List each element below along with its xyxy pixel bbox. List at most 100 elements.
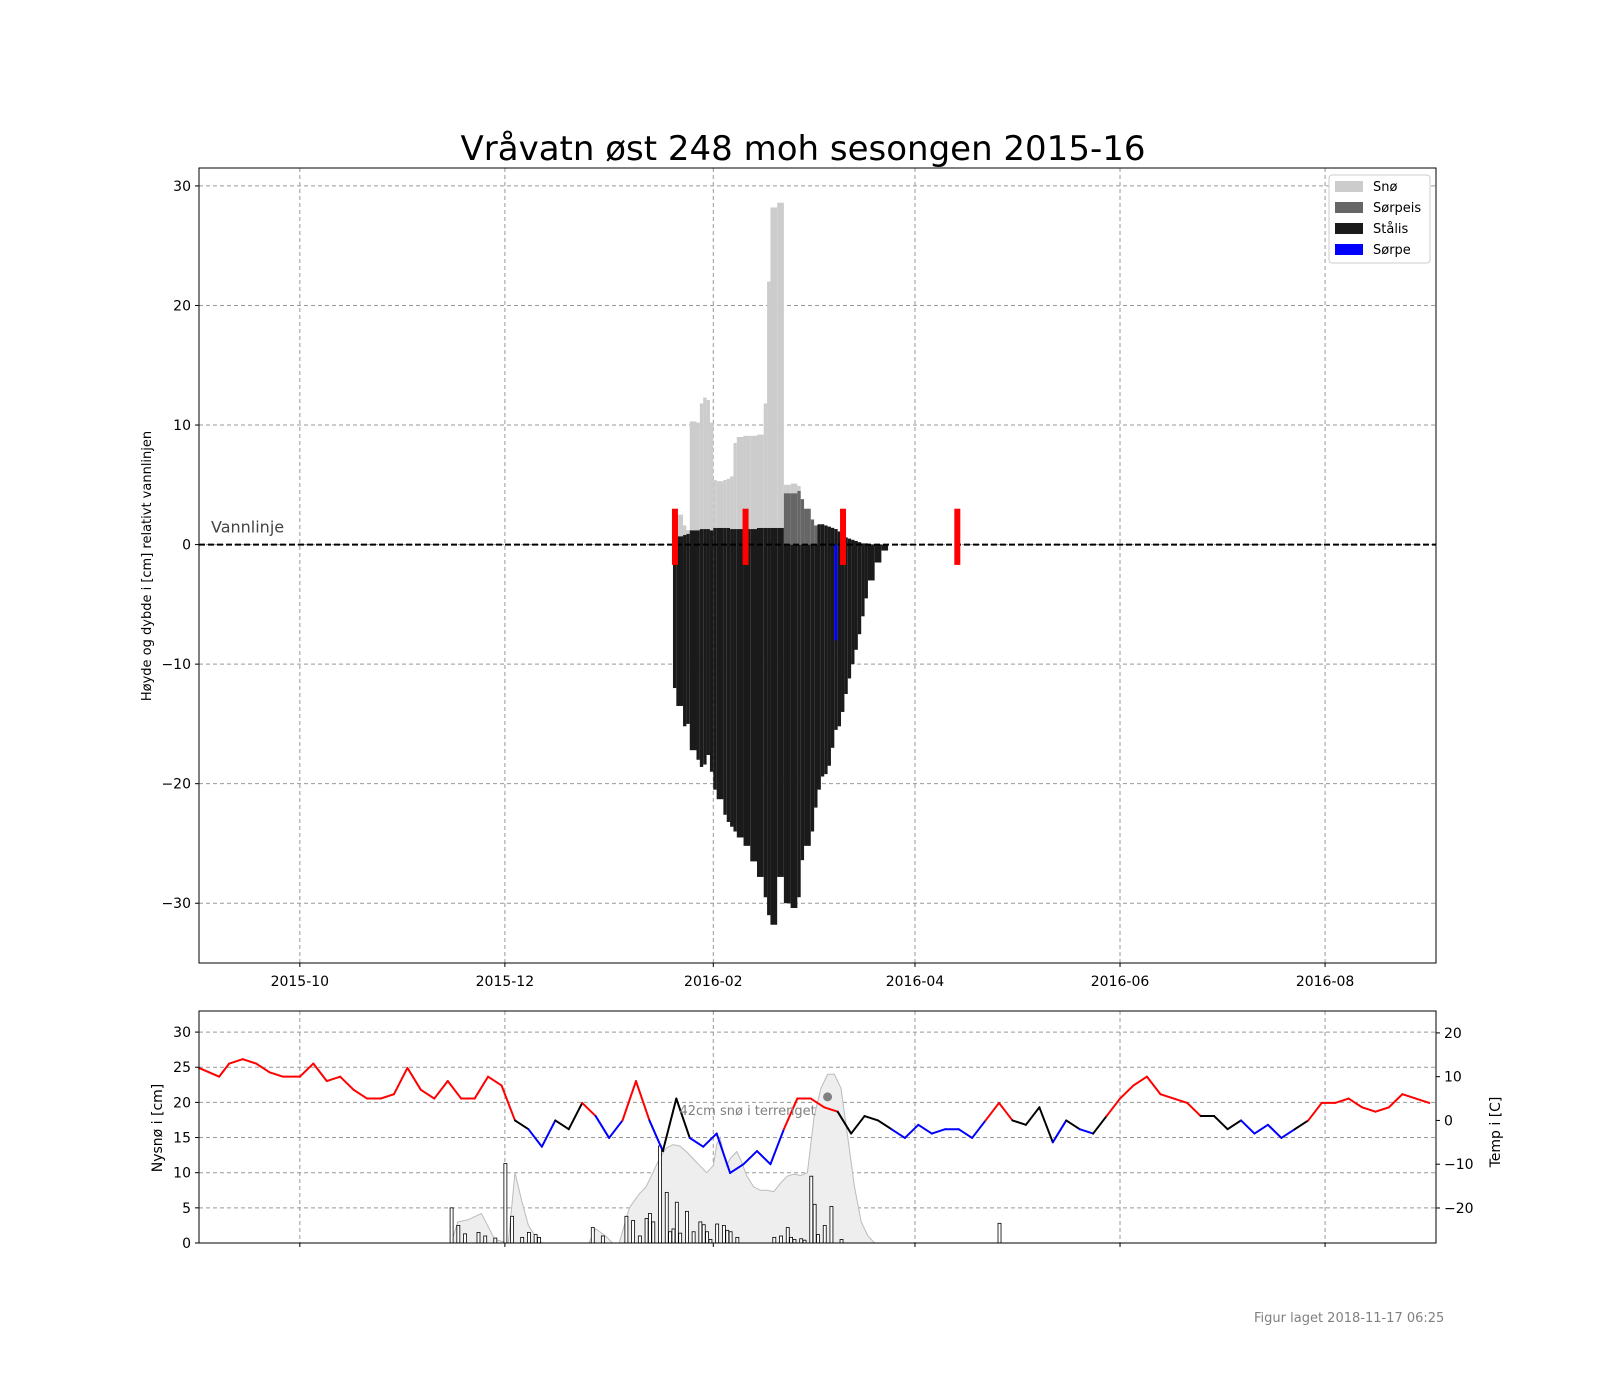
new-snow-bar [728, 1231, 733, 1244]
snow-bar [709, 422, 714, 531]
temperature-segment [1280, 1128, 1296, 1139]
temperature-segment [1172, 1097, 1189, 1104]
black-ice-bar [790, 544, 798, 909]
observation-marker [742, 508, 749, 565]
slush-bar [834, 544, 838, 641]
temperature-segment [675, 1097, 691, 1139]
new-snow-bar [624, 1215, 629, 1244]
slush-ice-bar [783, 493, 791, 545]
temperature-segment [1374, 1106, 1390, 1113]
temperature-segment [1065, 1119, 1081, 1131]
temperature-segment [890, 1128, 906, 1139]
snow-bar [703, 397, 707, 530]
new-snow-bar [533, 1234, 538, 1244]
new-snow-bar [671, 1228, 676, 1244]
new-snow-bar [721, 1225, 726, 1244]
y2-tick-label: 20 [1444, 1026, 1462, 1042]
black-ice-bar [844, 537, 848, 695]
legend-swatch-slush-ice [1335, 202, 1363, 213]
snow-bar [783, 484, 791, 494]
black-ice-bar [736, 529, 744, 838]
temperature-segment [809, 1097, 826, 1109]
black-ice-bar [797, 544, 801, 898]
legend-label: Sørpe [1373, 243, 1411, 258]
black-ice-bar [743, 529, 751, 846]
legend-label: Sørpeis [1373, 201, 1421, 216]
black-ice-bar [730, 529, 734, 827]
temperature-segment [406, 1066, 422, 1091]
temperature-segment [1145, 1075, 1162, 1096]
ice-profile-chart: 30 20 10 0 −10 −20 −30 2015-10 2015-12 2016-02 201… [140, 167, 1437, 990]
temperature-segment [241, 1058, 258, 1065]
figure-timestamp: Figur laget 2018-11-17 06:25 [1254, 1311, 1445, 1326]
snow-bar [770, 207, 778, 528]
black-ice-bar [874, 544, 882, 563]
temperature-segment [487, 1075, 503, 1087]
temperature-segment [312, 1062, 328, 1083]
new-snow-bar [658, 1145, 662, 1244]
snow-bar [716, 481, 724, 528]
new-snow-bar [725, 1229, 730, 1244]
temperature-segment [971, 1119, 987, 1139]
black-ice-bar [841, 533, 845, 712]
black-ice-bar [696, 530, 700, 760]
temperature-segment [228, 1058, 244, 1065]
temperature-segment [1414, 1097, 1431, 1104]
black-ice-bar [864, 543, 868, 599]
temperature-segment [1213, 1115, 1229, 1131]
new-snow-bar [463, 1233, 467, 1244]
snow-bar [683, 525, 687, 536]
weather-chart: 30 25 20 15 10 5 0 20 10 0 −10 −20 42cm snø i terren… [150, 1010, 1504, 1252]
temperature-segment [554, 1119, 570, 1131]
y-tick-label: 30 [173, 179, 191, 195]
new-snow-bar [685, 1210, 689, 1244]
y-tick-label: 30 [173, 1025, 191, 1041]
temperature-segment [1240, 1119, 1256, 1135]
temperature-segment [917, 1123, 933, 1135]
temperature-segment [1253, 1123, 1269, 1135]
temperature-segment [379, 1093, 395, 1100]
new-snow-bar [600, 1235, 605, 1244]
x-tick-label: 2015-12 [476, 974, 535, 990]
new-snow-bar [644, 1217, 649, 1244]
snow-bar [686, 530, 690, 534]
temperature-segment [1361, 1106, 1377, 1113]
black-ice-bar [686, 533, 690, 724]
temperature-segment [352, 1088, 369, 1100]
temperature-segment [661, 1097, 678, 1153]
black-ice-bar [689, 530, 697, 751]
y-axis-label: Nysnø i [cm] [150, 1084, 166, 1173]
new-snow-bar [510, 1215, 515, 1244]
black-ice-bar [804, 544, 811, 846]
plot-frame [198, 167, 1437, 964]
snow-bar [756, 434, 764, 528]
black-ice-bar [814, 544, 818, 808]
temperature-segment [702, 1132, 718, 1148]
black-ice-bar [857, 542, 862, 635]
x-tick-label: 2016-02 [684, 974, 743, 990]
temperature-segment [268, 1071, 285, 1078]
black-ice-bar [767, 527, 771, 916]
y2-tick-label: 10 [1444, 1070, 1462, 1086]
legend-box [1328, 174, 1431, 264]
y-tick-label: −20 [161, 777, 191, 793]
new-snow-bar [822, 1225, 827, 1244]
new-snow-bar [809, 1175, 814, 1244]
black-ice-bar [756, 527, 764, 877]
black-ice-bar [706, 529, 710, 755]
slush-ice-bar [804, 508, 811, 545]
y2-tick-label: −10 [1444, 1157, 1474, 1173]
black-ice-bar [723, 527, 727, 815]
new-snow-bar [812, 1203, 817, 1244]
black-ice-bar [830, 527, 835, 748]
temperature-segment [1401, 1093, 1417, 1100]
black-ice-bar [672, 533, 677, 689]
snow-terrain-annotation: 42cm snø i terrenget [679, 1104, 815, 1119]
temperature-segment [1266, 1123, 1283, 1139]
temperature-segment [1186, 1101, 1202, 1118]
temperature-segment [540, 1119, 557, 1148]
black-ice-bar [777, 527, 784, 877]
snow-bar [689, 421, 697, 531]
temperature-segment [930, 1128, 947, 1135]
temperature-segment [1132, 1075, 1148, 1087]
